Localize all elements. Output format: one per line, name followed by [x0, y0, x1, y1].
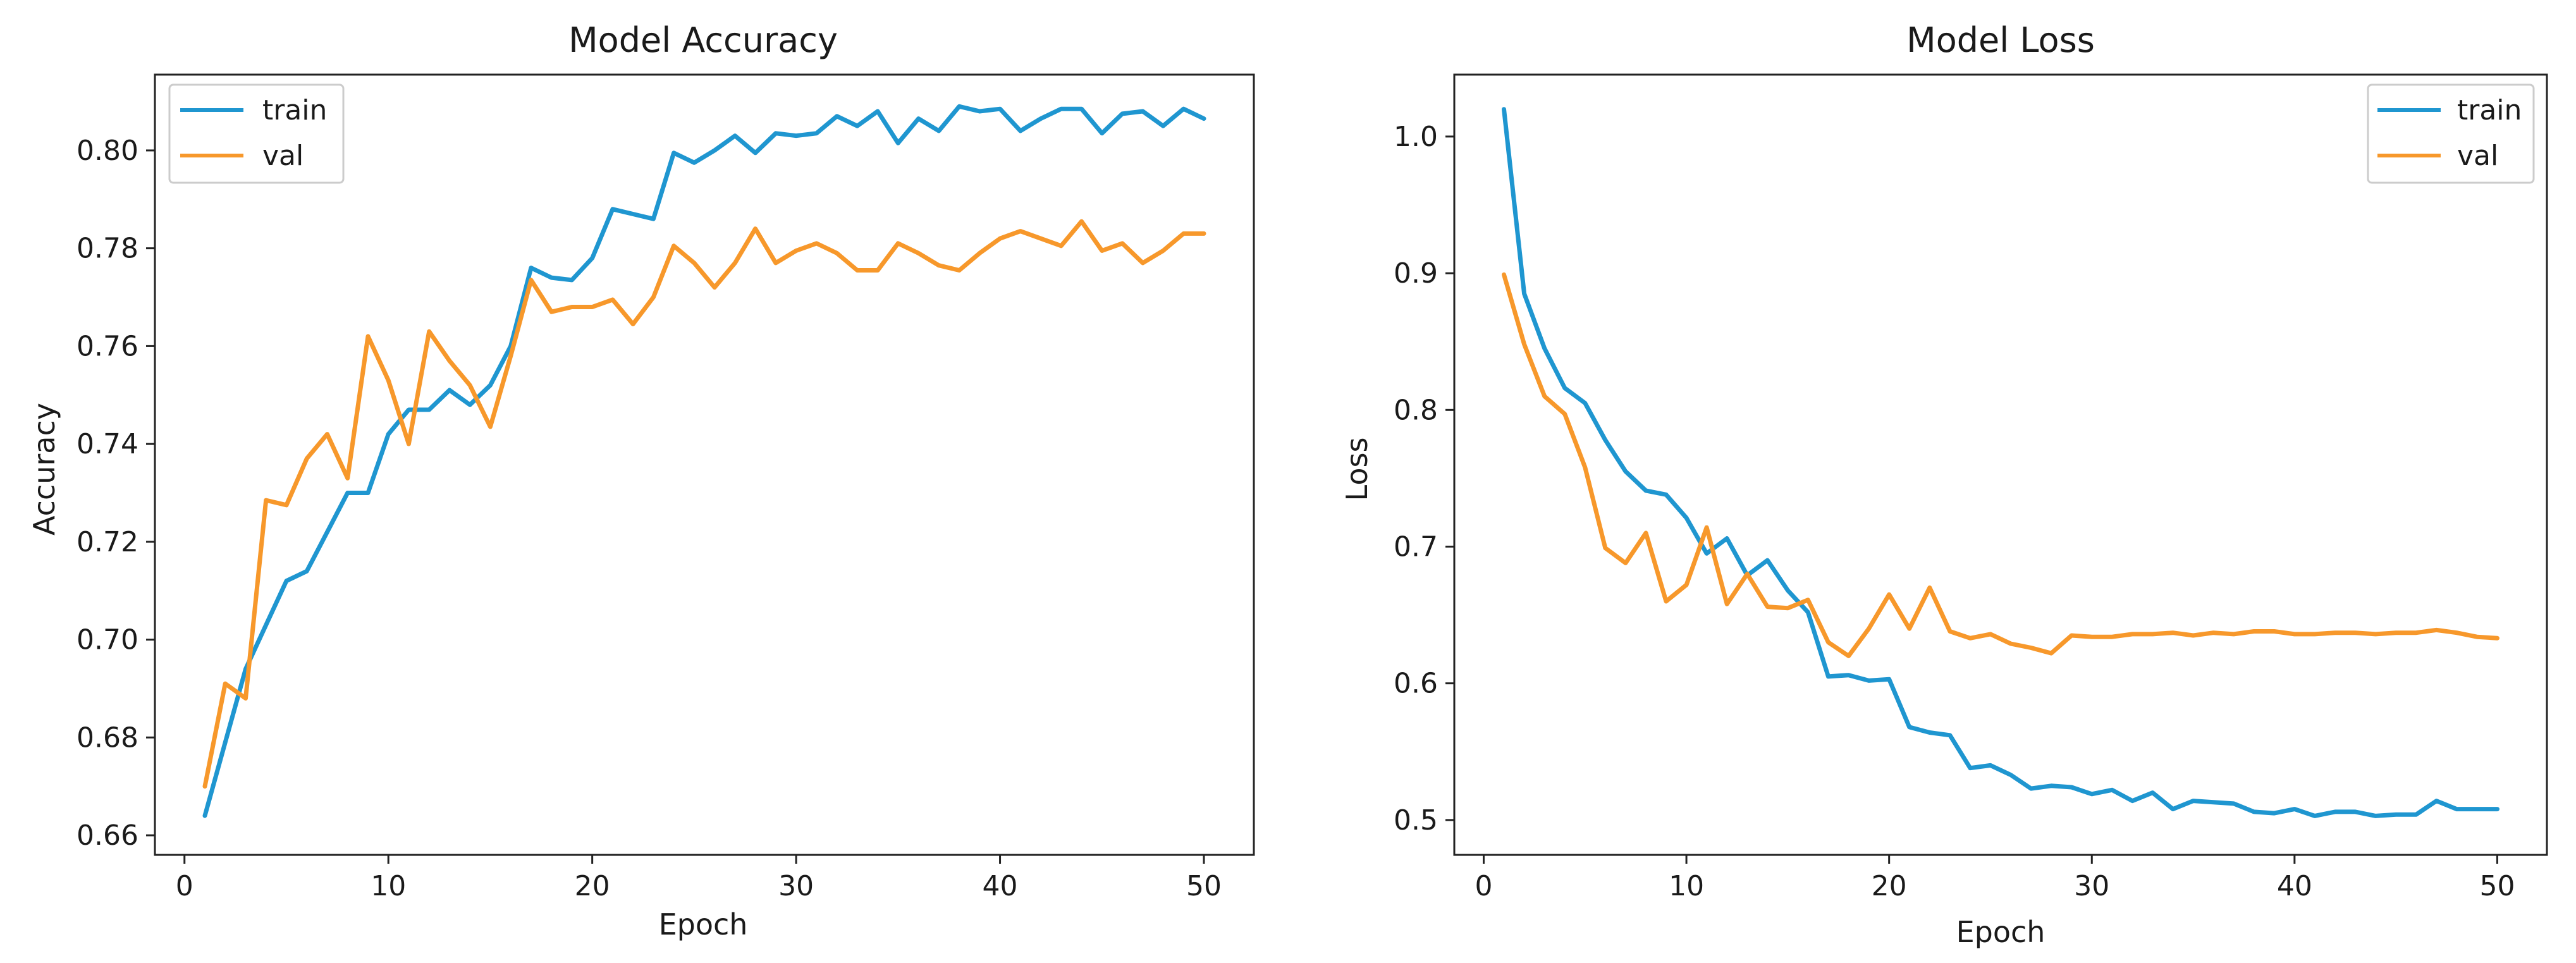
x-tick-label: 30	[2074, 870, 2109, 902]
legend: train val	[168, 83, 345, 184]
x-tick-label: 10	[1669, 870, 1704, 902]
y-tick-label: 0.66	[77, 819, 138, 852]
legend-label-val: val	[262, 140, 304, 172]
x-axis-label: Epoch	[1956, 915, 2045, 949]
y-tick-label: 0.72	[77, 526, 138, 558]
legend: train val	[2367, 83, 2535, 184]
series-line-train	[202, 104, 1206, 818]
y-tick-label: 0.8	[1394, 394, 1438, 426]
y-axis-label: Loss	[1340, 438, 1374, 501]
y-tick-label: 0.70	[77, 624, 138, 656]
series-layer	[202, 104, 1206, 818]
y-tick-label: 0.5	[1394, 804, 1438, 837]
x-tick-label: 0	[176, 870, 193, 902]
plot-frame	[1453, 73, 2548, 856]
y-tick-label: 0.68	[77, 721, 138, 754]
x-tick-label: 20	[1872, 870, 1907, 902]
plot-frame	[154, 73, 1255, 856]
loss-chart: Model Loss Loss Epoch 0 10 20 30 40 500.50.60…	[1340, 20, 2548, 949]
y-tick-label: 0.6	[1394, 668, 1438, 700]
x-tick-label: 50	[1186, 870, 1222, 902]
legend-label-train: train	[2457, 94, 2522, 126]
series-line-val	[1502, 272, 2499, 658]
y-tick-label: 0.78	[77, 233, 138, 265]
tick-layer: 0 10 20 30 40 50 0.5 0.6 0.7 0.8 0.9 1.0	[1394, 121, 2515, 902]
legend-label-train: train	[262, 94, 327, 126]
chart-title: Model Accuracy	[568, 20, 838, 60]
y-tick-label: 0.80	[77, 135, 138, 167]
y-tick-label: 0.74	[77, 428, 138, 460]
chart-title: Model Loss	[1906, 20, 2095, 60]
x-tick-label: 0	[1475, 870, 1492, 902]
x-axis-label: Epoch	[659, 907, 748, 942]
y-tick-label: 0.7	[1394, 531, 1438, 563]
tick-layer: 0 10 20 30 40 50 0.66 0.68 0.70 0.72 0.74 0.76 0.78 0…	[77, 135, 1222, 902]
y-tick-label: 0.9	[1394, 257, 1438, 290]
series-line-val	[202, 219, 1206, 789]
x-tick-label: 40	[983, 870, 1018, 902]
y-tick-label: 0.76	[77, 330, 138, 362]
accuracy-chart: Model Accuracy Accuracy Epoch 0 10 20 30 40 5…	[27, 20, 1255, 942]
y-axis-label: Accuracy	[27, 403, 61, 536]
legend-label-val: val	[2457, 140, 2498, 172]
x-tick-label: 50	[2479, 870, 2515, 902]
series-line-train	[1502, 107, 2499, 818]
series-layer	[1502, 107, 2499, 818]
x-tick-label: 20	[575, 870, 610, 902]
x-tick-label: 30	[778, 870, 814, 902]
x-tick-label: 40	[2277, 870, 2312, 902]
x-tick-label: 10	[371, 870, 406, 902]
y-tick-label: 1.0	[1394, 121, 1438, 153]
